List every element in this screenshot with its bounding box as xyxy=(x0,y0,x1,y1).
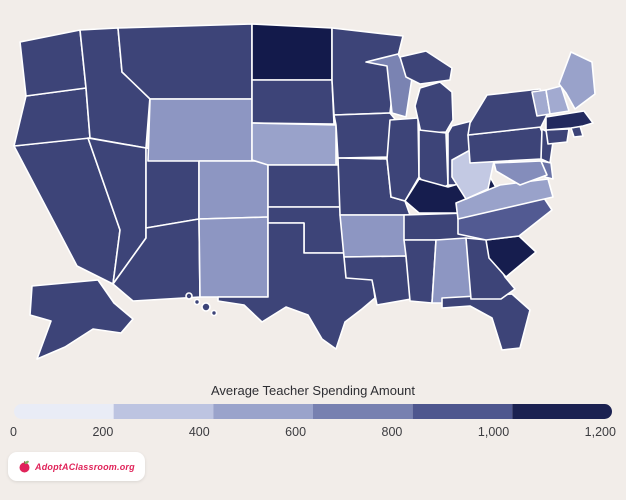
legend-tick-1: 200 xyxy=(92,425,114,439)
legend-tick-4: 800 xyxy=(381,425,403,439)
state-ne[interactable] xyxy=(251,122,337,166)
state-nm[interactable] xyxy=(198,216,269,298)
state-ma[interactable] xyxy=(545,110,594,131)
state-mi[interactable] xyxy=(399,50,453,85)
state-wa[interactable] xyxy=(19,29,87,97)
legend-tick-0: 0 xyxy=(10,425,17,439)
legend-tick-5: 1,000 xyxy=(477,425,510,439)
state-wi[interactable] xyxy=(365,53,413,118)
chart-title: Average Teacher Spending Amount xyxy=(210,383,416,398)
legend-tick-3: 600 xyxy=(285,425,307,439)
state-mt[interactable] xyxy=(117,23,253,100)
state-ct[interactable] xyxy=(545,128,570,145)
state-sd[interactable] xyxy=(251,79,335,125)
legend-segment-5 xyxy=(512,404,612,419)
us-choropleth-map xyxy=(13,23,596,360)
state-fl[interactable] xyxy=(441,293,531,351)
state-ms[interactable] xyxy=(403,239,437,304)
state-hi[interactable] xyxy=(201,302,211,312)
state-hi[interactable] xyxy=(210,309,218,317)
legend-segment-2 xyxy=(213,404,313,419)
state-ak[interactable] xyxy=(29,279,134,360)
legend-segment-1 xyxy=(113,404,214,419)
state-nh[interactable] xyxy=(545,85,570,115)
legend-segment-3 xyxy=(313,404,413,419)
state-nd[interactable] xyxy=(251,23,333,81)
legend-tick-2: 400 xyxy=(188,425,210,439)
state-or[interactable] xyxy=(13,87,91,147)
state-hi[interactable] xyxy=(193,298,201,306)
color-scale-legend xyxy=(14,404,612,419)
state-ar[interactable] xyxy=(339,214,411,258)
legend-segment-0 xyxy=(14,404,114,419)
state-mi[interactable] xyxy=(414,81,454,134)
legend-tick-6: 1,200 xyxy=(584,425,616,439)
adoptaclassroom-logo[interactable]: AdoptAClassroom.org xyxy=(8,452,145,481)
state-hi[interactable] xyxy=(185,292,193,300)
state-wy[interactable] xyxy=(147,98,253,162)
state-va[interactable] xyxy=(455,178,554,220)
state-me[interactable] xyxy=(558,51,596,110)
logo-text: AdoptAClassroom.org xyxy=(35,461,135,472)
state-co[interactable] xyxy=(198,160,269,220)
apple-icon xyxy=(19,460,30,473)
state-md[interactable] xyxy=(493,160,548,186)
legend-segment-4 xyxy=(412,404,513,419)
legend-tick-labels: 0 200 400 600 800 1,000 1,200 xyxy=(10,425,616,439)
